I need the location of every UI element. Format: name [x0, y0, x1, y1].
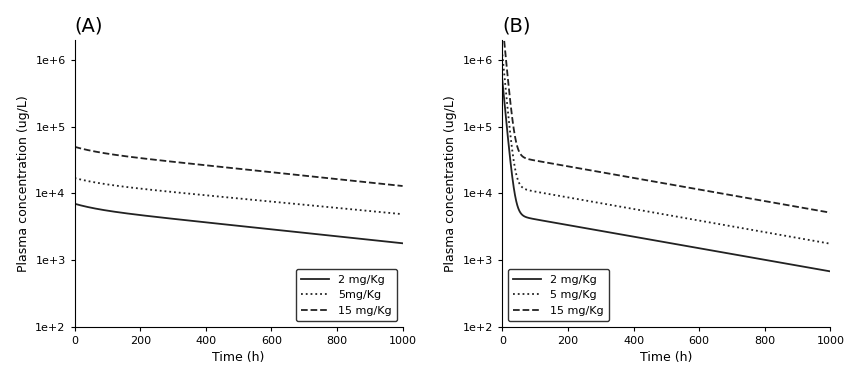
5mg/Kg — [195, 192, 205, 197]
5 mg/Kg — [557, 194, 567, 199]
15 mg/Kg — [398, 184, 408, 188]
5mg/Kg — [282, 201, 293, 205]
2 mg/Kg — [266, 227, 276, 232]
2 mg/Kg — [825, 269, 835, 274]
15 mg/Kg — [742, 196, 753, 200]
2 mg/Kg — [282, 229, 293, 234]
2 mg/Kg — [623, 233, 633, 238]
15 mg/Kg — [623, 174, 633, 179]
X-axis label: Time (h): Time (h) — [640, 351, 692, 364]
2 mg/Kg — [767, 259, 777, 263]
Line: 15 mg/Kg: 15 mg/Kg — [502, 22, 830, 213]
2 mg/Kg — [694, 246, 704, 250]
5 mg/Kg — [497, 52, 507, 57]
2 mg/Kg — [314, 232, 325, 237]
5mg/Kg — [129, 186, 139, 190]
15 mg/Kg — [339, 178, 350, 182]
Legend: 2 mg/Kg, 5mg/Kg, 15 mg/Kg: 2 mg/Kg, 5mg/Kg, 15 mg/Kg — [295, 269, 397, 321]
5 mg/Kg — [742, 227, 753, 231]
5 mg/Kg — [825, 242, 835, 246]
2 mg/Kg — [710, 249, 721, 253]
Y-axis label: Plasma concentration (ug/L): Plasma concentration (ug/L) — [444, 95, 457, 272]
5 mg/Kg — [623, 206, 633, 210]
15 mg/Kg — [767, 200, 777, 205]
Text: (A): (A) — [75, 17, 103, 36]
15 mg/Kg — [497, 19, 507, 24]
15 mg/Kg — [825, 210, 835, 215]
5mg/Kg — [339, 206, 350, 211]
2 mg/Kg — [497, 78, 507, 83]
5 mg/Kg — [694, 218, 704, 223]
15 mg/Kg — [129, 155, 139, 160]
Legend: 2 mg/Kg, 5 mg/Kg, 15 mg/Kg: 2 mg/Kg, 5 mg/Kg, 15 mg/Kg — [508, 269, 610, 321]
2 mg/Kg — [70, 202, 80, 206]
2 mg/Kg — [195, 219, 205, 224]
15 mg/Kg — [314, 175, 325, 179]
Line: 15 mg/Kg: 15 mg/Kg — [75, 147, 403, 186]
5 mg/Kg — [767, 231, 777, 236]
2 mg/Kg — [339, 235, 350, 239]
15 mg/Kg — [282, 172, 293, 176]
Line: 2 mg/Kg: 2 mg/Kg — [502, 80, 830, 271]
15 mg/Kg — [195, 162, 205, 167]
5mg/Kg — [314, 204, 325, 208]
Line: 5mg/Kg: 5mg/Kg — [75, 178, 403, 214]
X-axis label: Time (h): Time (h) — [213, 351, 265, 364]
2 mg/Kg — [557, 222, 567, 226]
5mg/Kg — [398, 212, 408, 216]
15 mg/Kg — [70, 144, 80, 149]
5 mg/Kg — [710, 221, 721, 226]
15 mg/Kg — [266, 170, 276, 174]
5mg/Kg — [70, 176, 80, 180]
2 mg/Kg — [742, 255, 753, 259]
2 mg/Kg — [398, 241, 408, 246]
15 mg/Kg — [710, 190, 721, 195]
5mg/Kg — [266, 199, 276, 204]
Line: 5 mg/Kg: 5 mg/Kg — [502, 54, 830, 244]
15 mg/Kg — [557, 163, 567, 168]
15 mg/Kg — [694, 187, 704, 192]
2 mg/Kg — [129, 212, 139, 217]
Line: 2 mg/Kg: 2 mg/Kg — [75, 204, 403, 243]
Text: (B): (B) — [502, 17, 531, 36]
Y-axis label: Plasma concentration (ug/L): Plasma concentration (ug/L) — [16, 95, 29, 272]
